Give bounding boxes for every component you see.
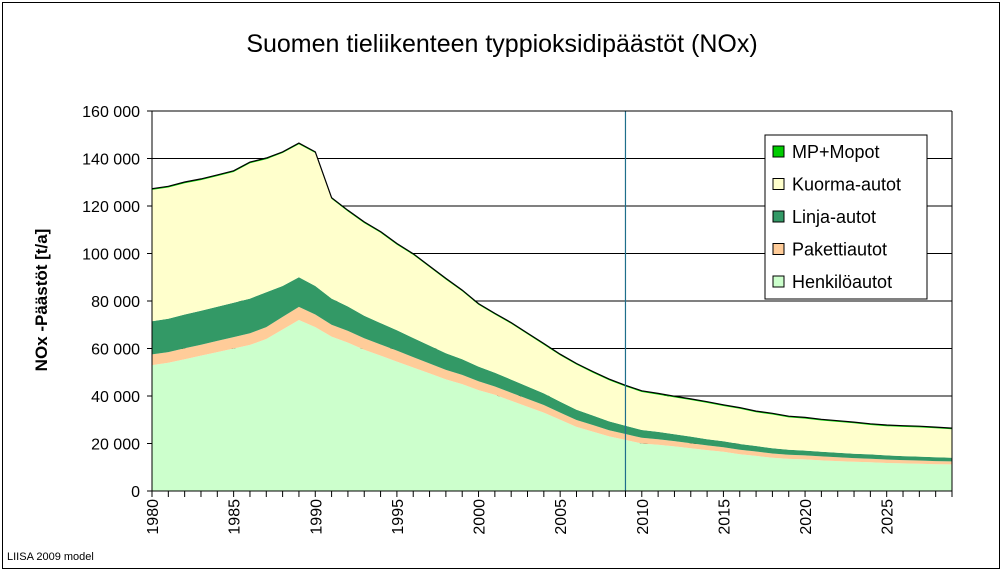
legend-label: Henkilöautot (792, 272, 892, 292)
y-tick-label: 120 000 (82, 199, 140, 216)
y-tick-label: 40 000 (91, 389, 140, 406)
x-tick-label: 1980 (145, 499, 162, 535)
legend-label: Kuorma-autot (792, 175, 901, 195)
x-tick-label: 2025 (880, 499, 897, 535)
x-tick-label: 2005 (553, 499, 570, 535)
y-tick-label: 20 000 (91, 437, 140, 454)
stack-outline (151, 142, 953, 429)
legend-swatch (772, 275, 785, 288)
x-tick-label: 1985 (227, 499, 244, 535)
chart-title: Suomen tieliikenteen typpioksidipäästöt … (246, 30, 758, 58)
source-note: LIISA 2009 model (7, 551, 94, 563)
legend-swatch (772, 178, 785, 190)
legend-swatch (772, 210, 785, 223)
legend-label: MP+Mopot (792, 142, 880, 162)
y-tick-label: 160 000 (82, 104, 140, 121)
legend-label: Linja-autot (792, 207, 876, 227)
area-linja-autot (152, 277, 952, 462)
x-tick-label: 2000 (472, 499, 489, 535)
y-tick-label: 0 (131, 484, 140, 501)
x-tick-label: 2015 (716, 499, 733, 535)
x-tick-label: 2010 (635, 499, 652, 535)
y-tick-label: 60 000 (91, 342, 140, 359)
area-henkil-autot (152, 320, 952, 491)
legend-label: Pakettiautot (792, 240, 887, 260)
legend-box (764, 134, 928, 300)
y-tick-label: 140 000 (82, 152, 140, 169)
x-tick-label: 2020 (798, 499, 815, 535)
y-tick-label: 80 000 (91, 294, 140, 311)
legend-swatch (772, 243, 785, 255)
x-tick-label: 1990 (308, 499, 325, 535)
area-kuorma-autot (152, 144, 952, 458)
legend: MP+Mopot Kuorma-autot Linja-autot Pakettiau… (764, 134, 928, 300)
y-tick-label: 100 000 (82, 247, 140, 264)
legend-swatch (772, 145, 785, 158)
axes: 0 20 000 40 000 60 000 80 000 100 000 120 000 1… (82, 104, 953, 535)
x-tick-label: 1995 (390, 499, 407, 535)
area-series (151, 111, 953, 491)
